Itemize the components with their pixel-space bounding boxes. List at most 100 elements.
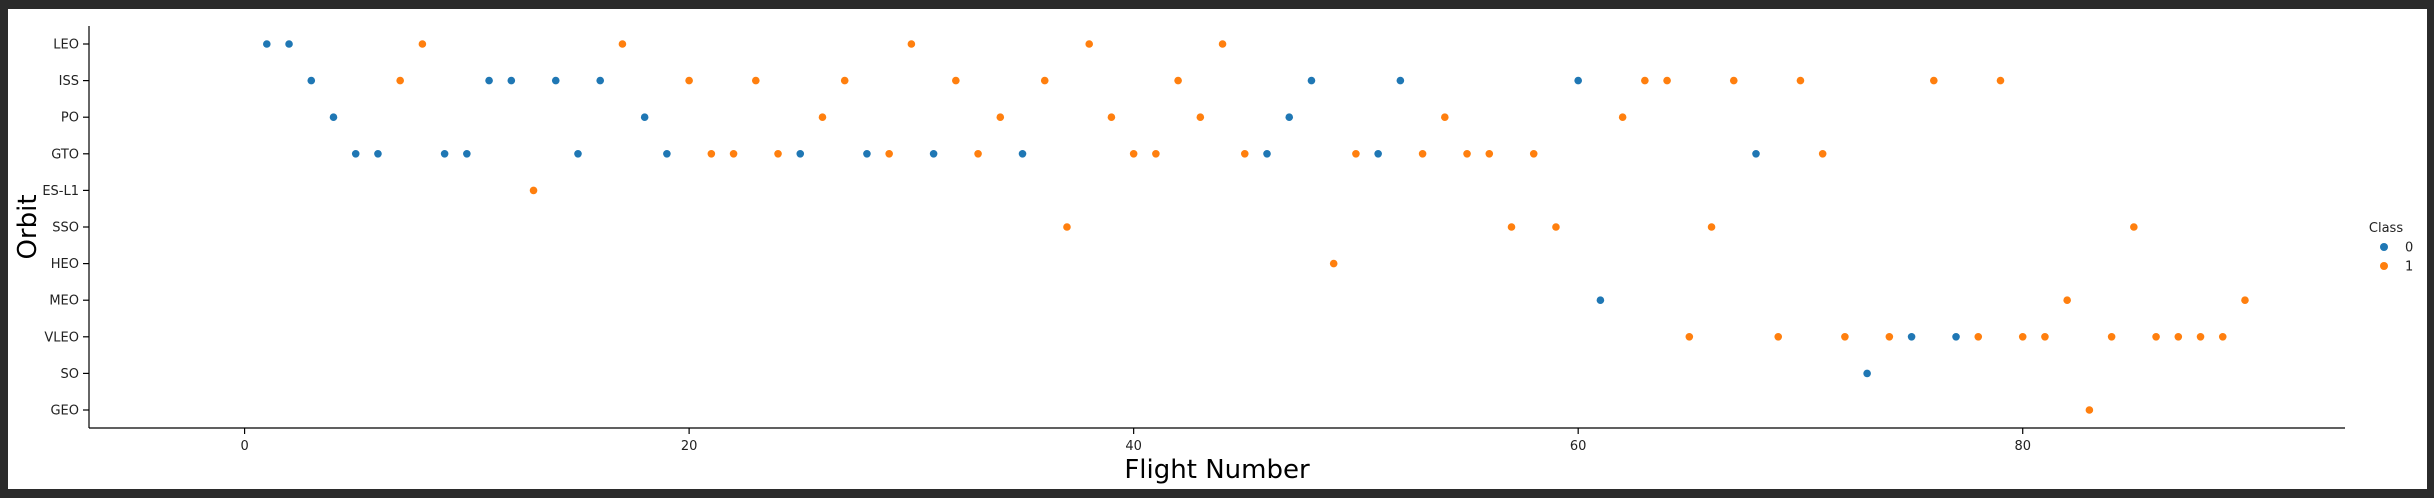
data-point-class-1 — [2018, 333, 2027, 341]
data-point-class-0 — [574, 150, 582, 158]
data-point-class-1 — [2241, 296, 2249, 305]
data-point-class-1 — [974, 150, 982, 158]
plot-area — [263, 40, 2249, 414]
data-point-class-1 — [1930, 76, 1938, 85]
data-point-class-0 — [863, 150, 871, 158]
x-tick-label: 60 — [1570, 439, 1587, 454]
data-point-class-1 — [1174, 76, 1182, 85]
data-point-class-0 — [1574, 76, 1582, 85]
data-point-class-1 — [1218, 40, 1227, 48]
data-point-class-1 — [707, 150, 716, 158]
data-point-class-1 — [1107, 113, 1116, 121]
data-point-class-0 — [551, 76, 560, 85]
data-point-class-1 — [1707, 223, 1716, 231]
data-point-class-1 — [2152, 333, 2160, 341]
x-axis-title: Flight Number — [1124, 455, 1310, 485]
y-tick-label: MEO — [49, 294, 79, 309]
data-point-class-1 — [2107, 333, 2116, 341]
chart-frame: LEO ISS PO GTO ES-L1 SSO HEO MEO VLEO SO GEO 0 20 40 6… — [8, 9, 2427, 489]
data-point-class-1 — [2041, 333, 2049, 341]
data-point-class-1 — [1352, 150, 1360, 158]
data-point-class-1 — [818, 113, 827, 121]
data-point-class-1 — [1418, 150, 1427, 158]
data-point-class-0 — [1374, 150, 1382, 158]
y-tick-label: ES-L1 — [42, 184, 79, 199]
data-point-class-1 — [1885, 333, 1894, 341]
data-point-class-0 — [663, 150, 671, 158]
data-point-class-0 — [1307, 76, 1316, 85]
data-point-class-1 — [1085, 40, 1093, 48]
data-point-class-1 — [1641, 76, 1649, 85]
data-point-class-1 — [2130, 223, 2138, 231]
data-point-class-1 — [1796, 76, 1805, 85]
data-point-class-1 — [418, 40, 427, 48]
data-point-class-0 — [640, 113, 649, 121]
data-point-class-0 — [1285, 113, 1294, 121]
y-tick-label: SO — [61, 367, 79, 382]
data-point-class-1 — [996, 113, 1005, 121]
y-tick-label: SSO — [52, 221, 79, 236]
y-tick-label: VLEO — [44, 330, 79, 345]
data-point-class-1 — [1240, 150, 1249, 158]
data-point-class-1 — [1129, 150, 1138, 158]
data-point-class-1 — [1196, 113, 1205, 121]
data-point-class-1 — [1552, 223, 1560, 231]
legend-label: 1 — [2405, 260, 2413, 275]
data-point-class-1 — [1774, 333, 1783, 341]
data-point-class-1 — [751, 76, 760, 85]
data-point-class-0 — [285, 40, 293, 48]
data-point-class-0 — [1596, 296, 1605, 305]
y-axis-title: Orbit — [13, 194, 43, 259]
data-point-class-1 — [907, 40, 916, 48]
data-point-class-1 — [1507, 223, 1516, 231]
data-point-class-0 — [374, 150, 382, 158]
data-point-class-0 — [329, 113, 338, 121]
legend: Class 01 — [2369, 221, 2413, 275]
data-point-class-0 — [263, 40, 271, 48]
legend-items: 01 — [2380, 241, 2413, 275]
data-point-class-1 — [1329, 259, 1338, 268]
y-tick-label: ISS — [59, 74, 79, 89]
data-point-class-1 — [1974, 333, 1983, 341]
y-tick-label: GTO — [51, 147, 79, 162]
data-point-class-1 — [1996, 76, 2005, 85]
data-point-class-0 — [1752, 150, 1760, 158]
data-point-class-1 — [685, 76, 693, 85]
data-point-class-1 — [1463, 150, 1471, 158]
data-point-class-1 — [618, 40, 627, 48]
x-tick-label: 80 — [2014, 439, 2031, 454]
data-point-class-1 — [2218, 333, 2227, 341]
data-point-class-1 — [1663, 76, 1671, 85]
data-point-class-1 — [1685, 333, 1694, 341]
data-point-class-1 — [396, 76, 404, 85]
data-point-class-0 — [596, 76, 605, 85]
data-point-class-0 — [796, 150, 805, 158]
data-point-class-0 — [485, 76, 493, 85]
data-point-class-1 — [1040, 76, 1049, 85]
data-point-class-0 — [1952, 333, 1960, 341]
legend-marker — [2380, 262, 2388, 270]
data-point-class-0 — [1396, 76, 1405, 85]
y-tick-label: GEO — [50, 404, 79, 419]
data-point-class-0 — [507, 76, 516, 85]
data-point-class-0 — [307, 76, 316, 85]
data-point-class-1 — [2196, 333, 2205, 341]
data-point-class-1 — [1729, 76, 1738, 85]
data-point-class-0 — [351, 150, 360, 158]
data-point-class-1 — [1618, 113, 1627, 121]
data-point-class-0 — [929, 150, 938, 158]
data-point-class-1 — [729, 150, 738, 158]
data-point-class-1 — [1841, 333, 1849, 341]
data-point-class-1 — [2085, 406, 2094, 414]
data-point-class-0 — [1907, 333, 1916, 341]
data-point-class-0 — [1018, 150, 1027, 158]
data-point-class-1 — [1063, 223, 1071, 231]
legend-label: 0 — [2405, 241, 2413, 256]
y-tick-label: HEO — [51, 257, 79, 272]
data-point-class-1 — [1485, 150, 1494, 158]
axes: LEO ISS PO GTO ES-L1 SSO HEO MEO VLEO SO GEO 0 20 40 6… — [42, 26, 2345, 454]
data-point-class-1 — [1152, 150, 1160, 158]
data-point-class-1 — [952, 76, 960, 85]
x-tick-label: 20 — [681, 439, 698, 454]
data-point-class-0 — [1263, 150, 1271, 158]
